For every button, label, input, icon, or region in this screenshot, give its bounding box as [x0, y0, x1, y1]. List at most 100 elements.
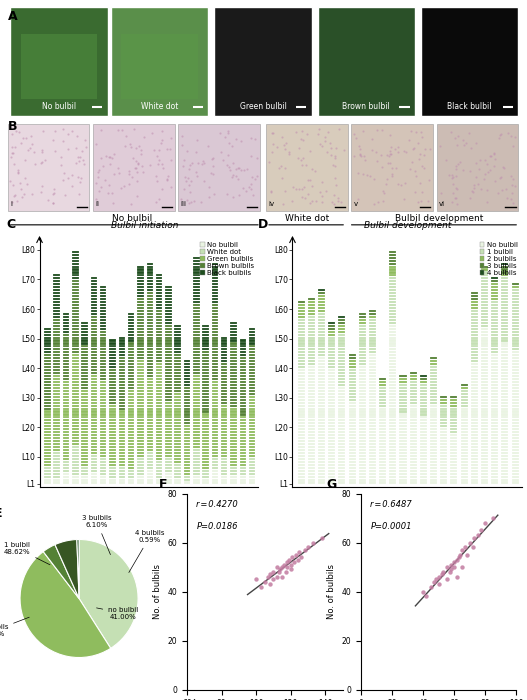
- Bar: [249, 372, 256, 374]
- Bar: [147, 284, 153, 286]
- Bar: [491, 349, 498, 351]
- Bar: [461, 437, 467, 439]
- Bar: [512, 363, 519, 365]
- Bar: [91, 351, 97, 354]
- Bar: [328, 446, 335, 448]
- Bar: [409, 428, 417, 430]
- Bar: [409, 440, 417, 442]
- Bar: [369, 337, 376, 339]
- Bar: [512, 419, 519, 421]
- Bar: [184, 405, 190, 407]
- Text: P=0.0186: P=0.0186: [197, 522, 238, 531]
- Bar: [359, 328, 366, 330]
- Bar: [147, 345, 153, 347]
- Bar: [481, 479, 488, 481]
- Bar: [409, 452, 417, 454]
- Bar: [481, 357, 488, 359]
- Bar: [81, 390, 88, 392]
- Bar: [53, 416, 60, 419]
- Bar: [430, 458, 437, 460]
- Bar: [202, 479, 209, 481]
- Bar: [389, 426, 396, 427]
- Bar: [72, 295, 79, 298]
- Bar: [81, 349, 88, 351]
- Bar: [91, 366, 97, 368]
- Bar: [91, 410, 97, 412]
- Bar: [81, 378, 88, 380]
- Bar: [389, 461, 396, 463]
- Bar: [212, 387, 218, 389]
- Bar: [202, 384, 209, 386]
- Bar: [481, 351, 488, 354]
- Bar: [318, 416, 325, 419]
- Bar: [471, 381, 478, 383]
- Bar: [328, 342, 335, 344]
- Bar: [501, 262, 509, 265]
- Bar: [109, 449, 116, 451]
- Bar: [501, 286, 509, 288]
- Bar: [165, 342, 172, 344]
- Bar: [44, 342, 51, 344]
- Bar: [230, 372, 237, 374]
- Bar: [338, 360, 345, 363]
- Bar: [109, 354, 116, 356]
- Bar: [100, 458, 106, 460]
- Bar: [512, 452, 519, 454]
- Bar: [81, 354, 88, 356]
- Bar: [328, 387, 335, 389]
- Bar: [348, 405, 356, 407]
- Bar: [481, 410, 488, 412]
- Bar: [221, 378, 228, 380]
- Bar: [137, 265, 144, 267]
- Bar: [202, 440, 209, 442]
- Bar: [165, 345, 172, 347]
- Bar: [471, 473, 478, 475]
- Bar: [100, 286, 106, 288]
- Bar: [481, 482, 488, 484]
- Bar: [359, 378, 366, 380]
- Bar: [81, 422, 88, 424]
- Bar: [359, 440, 366, 442]
- Bar: [501, 407, 509, 410]
- Bar: [100, 340, 106, 342]
- Bar: [184, 402, 190, 404]
- Bar: [348, 384, 356, 386]
- Bar: [471, 342, 478, 344]
- Bar: [119, 470, 125, 472]
- Bar: [512, 369, 519, 371]
- Bar: [461, 407, 467, 410]
- Bar: [240, 431, 246, 433]
- Bar: [328, 378, 335, 380]
- Bar: [338, 458, 345, 460]
- Bar: [165, 395, 172, 398]
- Bar: [249, 357, 256, 359]
- Bar: [491, 390, 498, 392]
- Bar: [44, 479, 51, 481]
- Bar: [91, 298, 97, 300]
- Bar: [491, 475, 498, 477]
- Bar: [369, 345, 376, 347]
- Bar: [230, 393, 237, 395]
- Bar: [338, 479, 345, 481]
- Bar: [369, 470, 376, 472]
- Bar: [369, 399, 376, 400]
- Bar: [165, 482, 172, 484]
- Bar: [91, 295, 97, 298]
- Bar: [44, 470, 51, 472]
- Bar: [471, 440, 478, 442]
- Bar: [501, 340, 509, 342]
- Bar: [91, 443, 97, 445]
- Bar: [359, 455, 366, 457]
- Bar: [420, 440, 427, 442]
- Bar: [308, 328, 315, 330]
- Bar: [91, 482, 97, 484]
- Bar: [184, 467, 190, 469]
- Bar: [240, 366, 246, 368]
- Bar: [318, 479, 325, 481]
- Bar: [193, 357, 200, 359]
- Point: [272, 571, 281, 582]
- Bar: [348, 366, 356, 368]
- Bar: [379, 446, 386, 448]
- Bar: [318, 366, 325, 368]
- Bar: [348, 360, 356, 363]
